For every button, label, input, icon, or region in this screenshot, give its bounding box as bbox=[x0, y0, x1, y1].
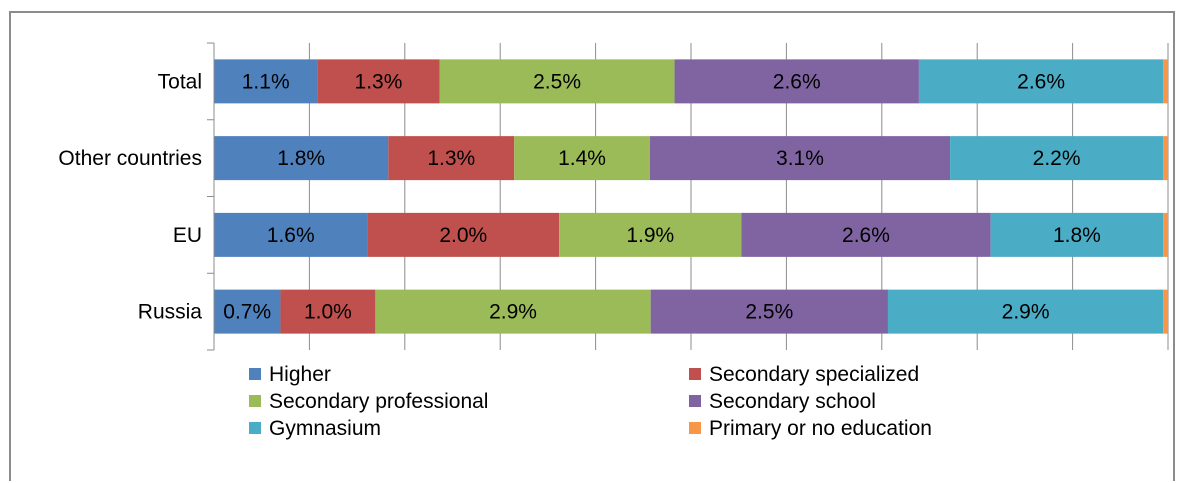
category-label-other-countries: Other countries bbox=[58, 147, 202, 170]
legend-swatch-primary-or-no-education bbox=[689, 422, 701, 434]
bar-total-higher bbox=[214, 59, 318, 104]
data-label-other-countries-secondary-specialized: 1.3% bbox=[427, 147, 475, 170]
bar-total-secondary-school bbox=[674, 59, 919, 104]
data-label-total-secondary-school: 2.6% bbox=[773, 70, 821, 93]
category-label-eu: EU bbox=[173, 224, 202, 247]
chart-frame: 1.1% 1.3% 2.5% 2.6% 2.6% Total 1.8% 1.3% 1.4% 3.1… bbox=[9, 11, 1175, 481]
data-label-russia-secondary-professional: 2.9% bbox=[489, 301, 537, 324]
legend: Higher Secondary specialized Secondary pro… bbox=[249, 363, 932, 440]
legend-label-primary-or-no-education: Primary or no education bbox=[709, 417, 932, 440]
data-label-eu-secondary-specialized: 2.0% bbox=[439, 224, 487, 247]
data-label-total-higher: 1.1% bbox=[242, 70, 290, 93]
bar-eu-gymnasium bbox=[990, 212, 1164, 257]
legend-label-secondary-professional: Secondary professional bbox=[269, 390, 488, 413]
axis-layer bbox=[207, 42, 215, 351]
bars-layer bbox=[214, 59, 1168, 334]
data-label-eu-secondary-professional: 1.9% bbox=[626, 224, 674, 247]
data-label-russia-secondary-school: 2.5% bbox=[745, 301, 793, 324]
stacked-bar-chart: 1.1% 1.3% 2.5% 2.6% 2.6% Total 1.8% 1.3% 1.4% 3.1… bbox=[58, 42, 1169, 440]
bar-total-secondary-specialized bbox=[317, 59, 440, 104]
bar-russia-higher bbox=[214, 289, 281, 334]
bar-eu-secondary-specialized bbox=[367, 212, 560, 257]
bar-total-gymnasium bbox=[918, 59, 1164, 104]
data-label-other-countries-secondary-professional: 1.4% bbox=[558, 147, 606, 170]
legend-swatch-secondary-specialized bbox=[689, 368, 701, 380]
bar-eu-secondary-school bbox=[741, 212, 991, 257]
category-label-total: Total bbox=[158, 70, 202, 93]
data-label-total-gymnasium: 2.6% bbox=[1017, 70, 1065, 93]
bar-russia-secondary-specialized bbox=[280, 289, 376, 334]
bar-russia-gymnasium bbox=[887, 289, 1164, 334]
data-label-russia-higher: 0.7% bbox=[223, 301, 271, 324]
legend-swatch-secondary-school bbox=[689, 395, 701, 407]
legend-label-secondary-specialized: Secondary specialized bbox=[709, 363, 919, 386]
data-label-other-countries-higher: 1.8% bbox=[277, 147, 325, 170]
data-label-eu-higher: 1.6% bbox=[267, 224, 315, 247]
legend-label-higher: Higher bbox=[269, 363, 331, 386]
data-label-other-countries-secondary-school: 3.1% bbox=[776, 147, 824, 170]
bar-other-countries-primary-or-no-education bbox=[1163, 136, 1168, 181]
data-label-other-countries-gymnasium: 2.2% bbox=[1033, 147, 1081, 170]
bar-other-countries-secondary-specialized bbox=[388, 136, 515, 181]
labels-layer: 1.1% 1.3% 2.5% 2.6% 2.6% Total 1.8% 1.3% 1.4% 3.1… bbox=[58, 70, 1100, 323]
legend-label-secondary-school: Secondary school bbox=[709, 390, 876, 413]
data-label-total-secondary-specialized: 1.3% bbox=[355, 70, 403, 93]
bar-russia-primary-or-no-education bbox=[1163, 289, 1168, 334]
legend-swatch-secondary-professional bbox=[249, 395, 261, 407]
bar-other-countries-gymnasium bbox=[950, 136, 1164, 181]
legend-label-gymnasium: Gymnasium bbox=[269, 417, 381, 440]
data-label-eu-gymnasium: 1.8% bbox=[1053, 224, 1101, 247]
bar-eu-secondary-professional bbox=[559, 212, 742, 257]
data-label-russia-gymnasium: 2.9% bbox=[1002, 301, 1050, 324]
legend-swatch-gymnasium bbox=[249, 422, 261, 434]
bar-other-countries-secondary-professional bbox=[514, 136, 650, 181]
bar-total-secondary-professional bbox=[439, 59, 675, 104]
bar-russia-secondary-school bbox=[650, 289, 888, 334]
bar-other-countries-higher bbox=[214, 136, 389, 181]
bar-total-primary-or-no-education bbox=[1163, 59, 1168, 104]
bar-eu-higher bbox=[214, 212, 368, 257]
bar-eu-primary-or-no-education bbox=[1163, 212, 1168, 257]
bar-russia-secondary-professional bbox=[375, 289, 651, 334]
category-label-russia: Russia bbox=[138, 301, 203, 324]
data-label-eu-secondary-school: 2.6% bbox=[842, 224, 890, 247]
legend-swatch-higher bbox=[249, 368, 261, 380]
data-label-total-secondary-professional: 2.5% bbox=[533, 70, 581, 93]
data-label-russia-secondary-specialized: 1.0% bbox=[304, 301, 352, 324]
bar-other-countries-secondary-school bbox=[649, 136, 951, 181]
